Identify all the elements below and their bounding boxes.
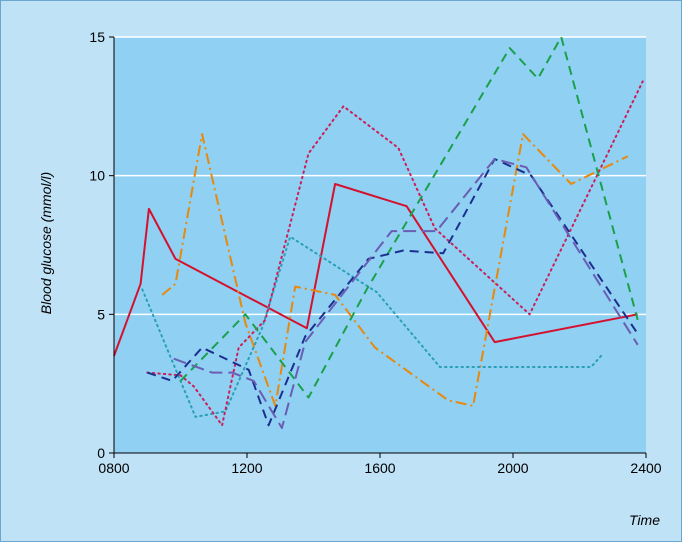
x-axis-label: Time xyxy=(629,512,660,528)
x-tick-label: 0800 xyxy=(98,460,129,476)
y-axis-label: Blood glucose (mmol/l) xyxy=(38,172,54,314)
series-line-2 xyxy=(161,133,629,407)
y-tick-label: 0 xyxy=(97,445,105,461)
x-tick-label: 1200 xyxy=(231,460,262,476)
y-tick-label: 5 xyxy=(97,306,105,322)
x-tick-label: 2400 xyxy=(630,460,661,476)
series-line-3 xyxy=(141,235,603,418)
grid-lines xyxy=(114,36,646,316)
series-line-1 xyxy=(113,183,638,357)
axes-group: 0 5 10 15 0800 1200 1600 2000 2400 xyxy=(89,29,661,476)
series-group xyxy=(113,36,644,429)
series-line-4 xyxy=(146,80,644,427)
x-tick-label: 2000 xyxy=(497,460,528,476)
series-line-7 xyxy=(173,158,639,429)
series-line-6 xyxy=(146,158,639,427)
series-line-5 xyxy=(179,36,639,399)
y-tick-label: 15 xyxy=(89,29,105,45)
x-tick-label: 1600 xyxy=(364,460,395,476)
y-tick-label: 10 xyxy=(89,168,105,184)
